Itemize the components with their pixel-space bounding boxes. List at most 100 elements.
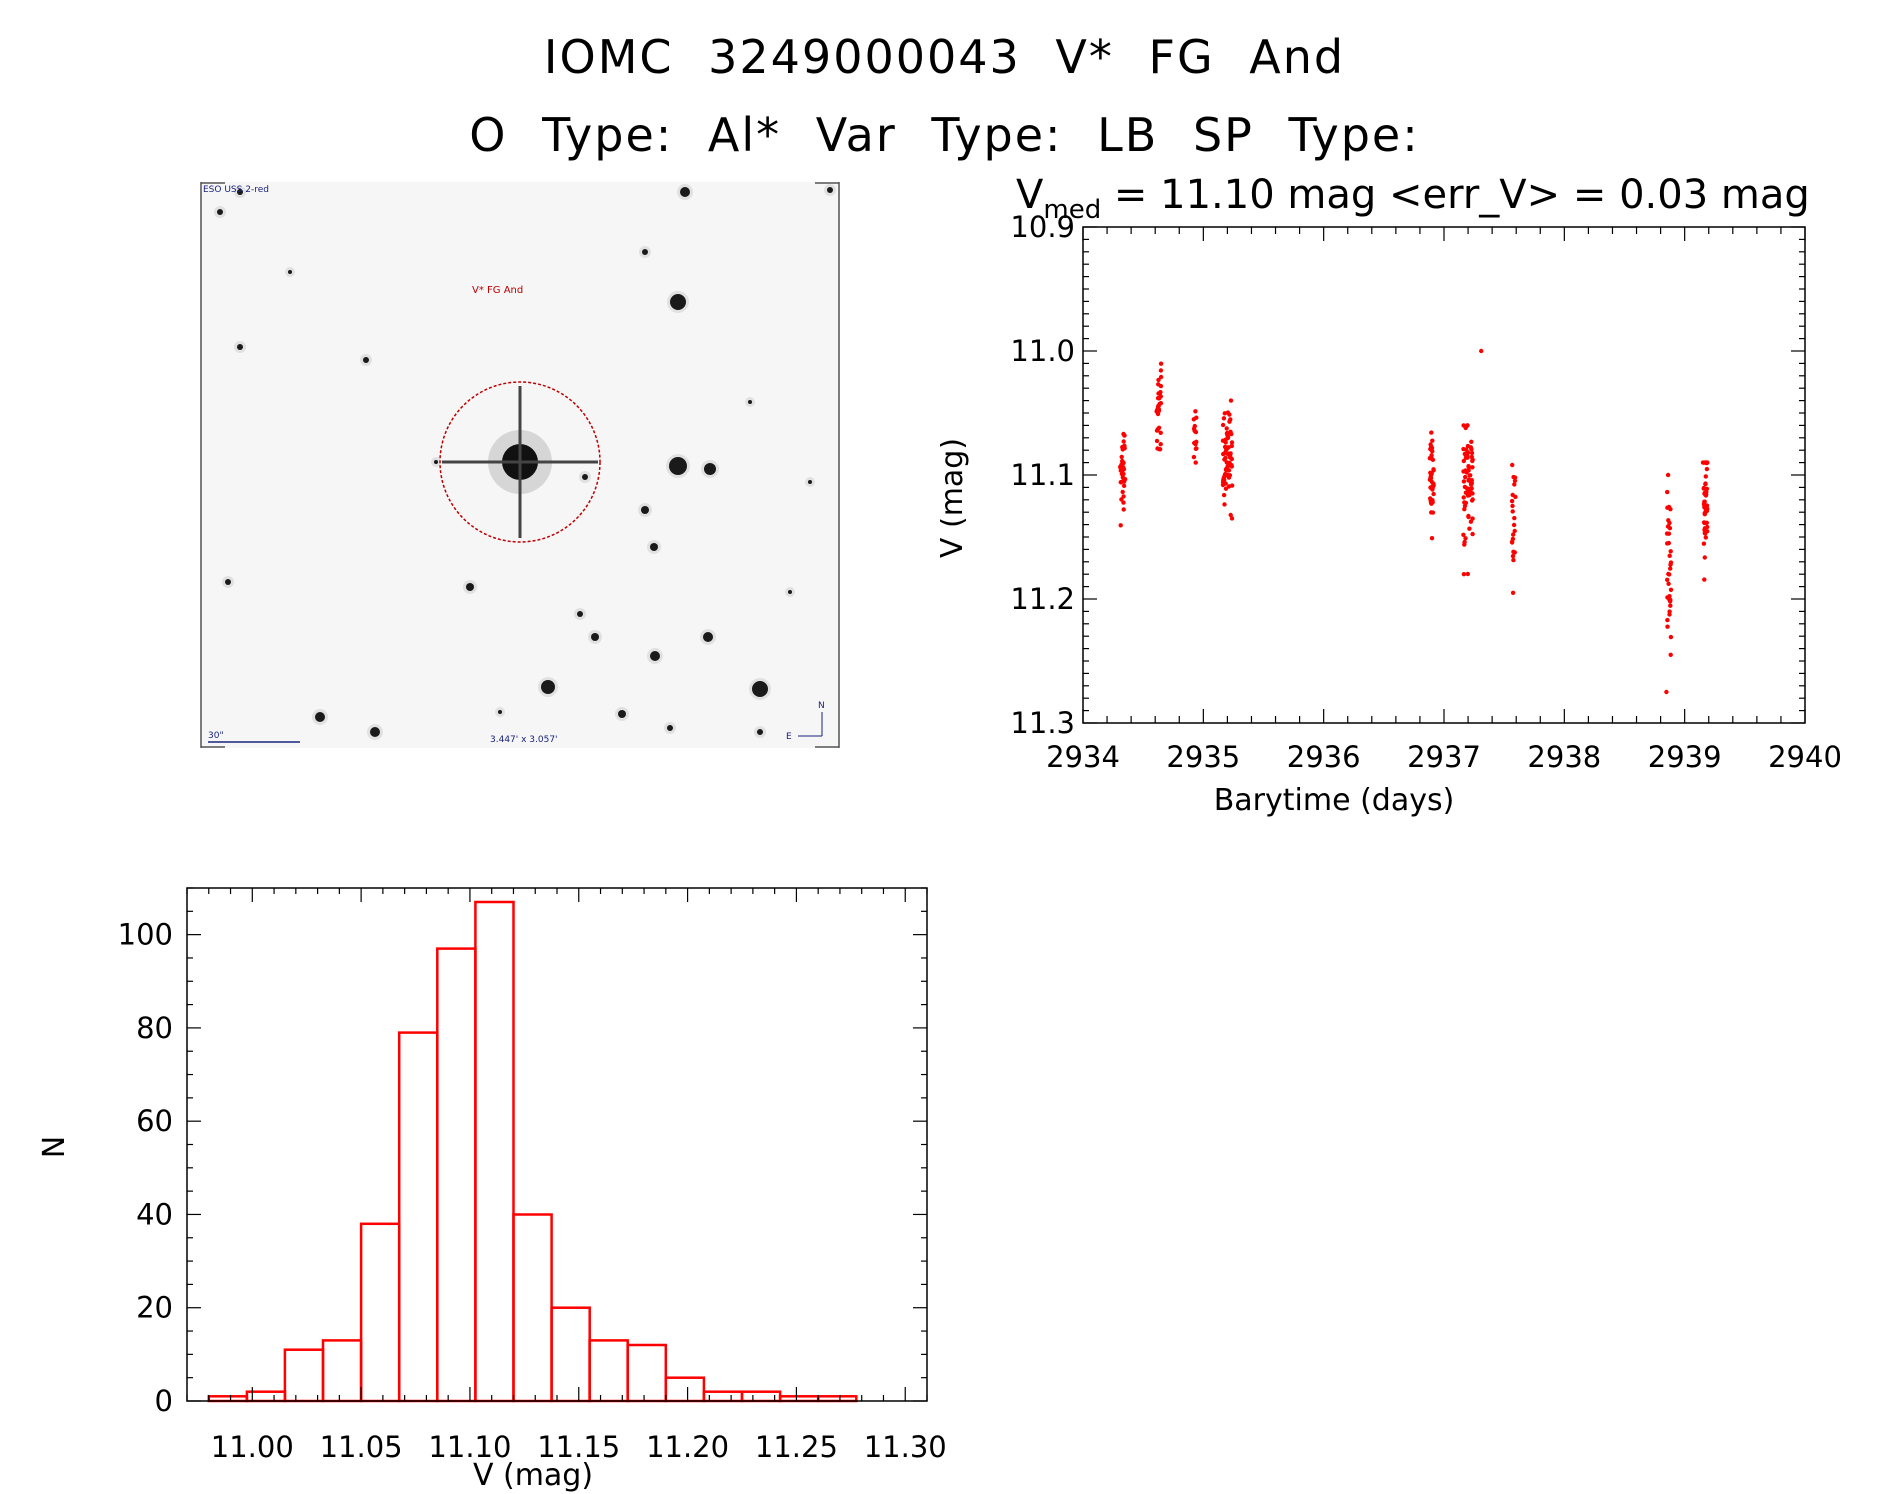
data-point xyxy=(1512,550,1517,555)
light-curve-y-tick-label: 11.3 xyxy=(1010,706,1075,740)
data-point xyxy=(1702,577,1707,582)
data-point xyxy=(1430,484,1435,489)
data-point xyxy=(1120,489,1125,495)
histogram-xlabel: V (mag) xyxy=(473,1458,593,1493)
light-curve-y-tick-label: 11.0 xyxy=(1010,334,1075,368)
data-point xyxy=(1155,446,1160,451)
data-point xyxy=(1224,431,1230,436)
data-point xyxy=(1119,497,1124,502)
data-point xyxy=(1225,468,1231,473)
data-point xyxy=(1664,689,1669,695)
data-point xyxy=(1461,532,1466,537)
data-point xyxy=(1703,474,1708,479)
data-point xyxy=(1119,454,1124,460)
data-point xyxy=(1431,491,1436,497)
data-point xyxy=(1430,449,1435,454)
data-point xyxy=(1222,477,1227,482)
histogram-bar xyxy=(397,1031,439,1403)
data-point xyxy=(1466,513,1471,519)
data-point xyxy=(1229,443,1234,449)
compass-north-label: N xyxy=(818,701,825,711)
light-curve-x-tick-label: 2939 xyxy=(1648,740,1722,774)
star xyxy=(752,681,768,697)
star xyxy=(591,633,599,641)
data-point xyxy=(1229,483,1235,488)
data-point xyxy=(1119,466,1124,471)
data-point xyxy=(1702,460,1707,465)
star xyxy=(670,294,686,310)
svg-text:Vmed = 11.10 mag <err_V> = 0.0: Vmed = 11.10 mag <err_V> = 0.03 mag xyxy=(1016,172,1810,225)
data-point xyxy=(1466,468,1471,473)
scale-label: 30" xyxy=(208,731,224,741)
data-point xyxy=(1469,478,1474,483)
data-point xyxy=(1465,443,1471,449)
histogram-bar xyxy=(512,1213,553,1403)
data-point xyxy=(1461,446,1466,452)
data-point xyxy=(1479,348,1484,354)
star xyxy=(363,357,369,363)
light-curve-chart: Vmed = 11.10 mag <err_V> = 0.03 mag 2934… xyxy=(940,172,1842,818)
data-point xyxy=(1668,560,1674,565)
data-point xyxy=(1701,541,1707,546)
star xyxy=(808,480,812,484)
data-point xyxy=(1122,443,1127,448)
light-curve-points xyxy=(1118,348,1710,695)
star xyxy=(541,680,555,694)
data-point xyxy=(1120,459,1125,464)
data-point xyxy=(1469,450,1475,456)
star xyxy=(466,583,474,591)
data-point xyxy=(1512,515,1517,521)
light-curve-xlabel: Barytime (days) xyxy=(1214,783,1455,818)
data-point xyxy=(1667,612,1672,617)
data-point xyxy=(1158,361,1164,366)
data-point xyxy=(1665,577,1670,582)
survey-label: ESO USS 2-red xyxy=(203,185,269,195)
data-point xyxy=(1666,524,1671,529)
data-point xyxy=(1430,500,1435,505)
data-point xyxy=(1223,440,1228,445)
data-point xyxy=(1228,429,1233,434)
histogram-bar xyxy=(359,1222,401,1403)
data-point xyxy=(1702,512,1707,517)
light-curve-title-subscript: med xyxy=(1043,195,1101,225)
histogram-bar xyxy=(321,1339,363,1403)
data-point xyxy=(1224,426,1229,431)
data-point xyxy=(1512,478,1518,483)
data-point xyxy=(1668,603,1673,608)
star xyxy=(827,187,833,193)
data-point xyxy=(1193,460,1198,465)
histogram-x-tick-label: 11.10 xyxy=(428,1430,511,1464)
histogram-y-tick-label: 0 xyxy=(155,1384,173,1418)
data-point xyxy=(1668,597,1673,603)
data-point xyxy=(1467,526,1472,531)
data-point xyxy=(1224,447,1229,452)
data-point xyxy=(1513,494,1518,500)
star xyxy=(225,579,231,585)
data-point xyxy=(1461,469,1466,474)
histogram-bar xyxy=(283,1348,325,1403)
data-point xyxy=(1703,481,1708,486)
data-point xyxy=(1428,475,1434,481)
data-point xyxy=(1220,422,1226,428)
data-point xyxy=(1664,531,1670,536)
data-point xyxy=(1511,474,1516,480)
histogram-y-tick-label: 20 xyxy=(136,1291,173,1325)
data-point xyxy=(1221,416,1227,421)
data-point xyxy=(1667,553,1672,558)
data-point xyxy=(1226,452,1232,457)
light-curve-title: Vmed = 11.10 mag <err_V> = 0.03 mag xyxy=(1016,172,1810,225)
data-point xyxy=(1191,454,1197,460)
data-point xyxy=(1465,571,1470,577)
data-point xyxy=(1463,474,1468,480)
light-curve-title-rest: = 11.10 mag <err_V> = 0.03 mag xyxy=(1101,172,1810,218)
data-point xyxy=(1665,617,1670,623)
data-point xyxy=(1666,540,1671,546)
data-point xyxy=(1667,572,1672,577)
histogram-bar xyxy=(474,900,515,1403)
data-point xyxy=(1228,512,1233,518)
data-point xyxy=(1154,409,1159,414)
data-point xyxy=(1704,508,1710,514)
data-point xyxy=(1705,529,1710,534)
histogram-frame xyxy=(186,887,928,1402)
data-point xyxy=(1220,482,1226,488)
